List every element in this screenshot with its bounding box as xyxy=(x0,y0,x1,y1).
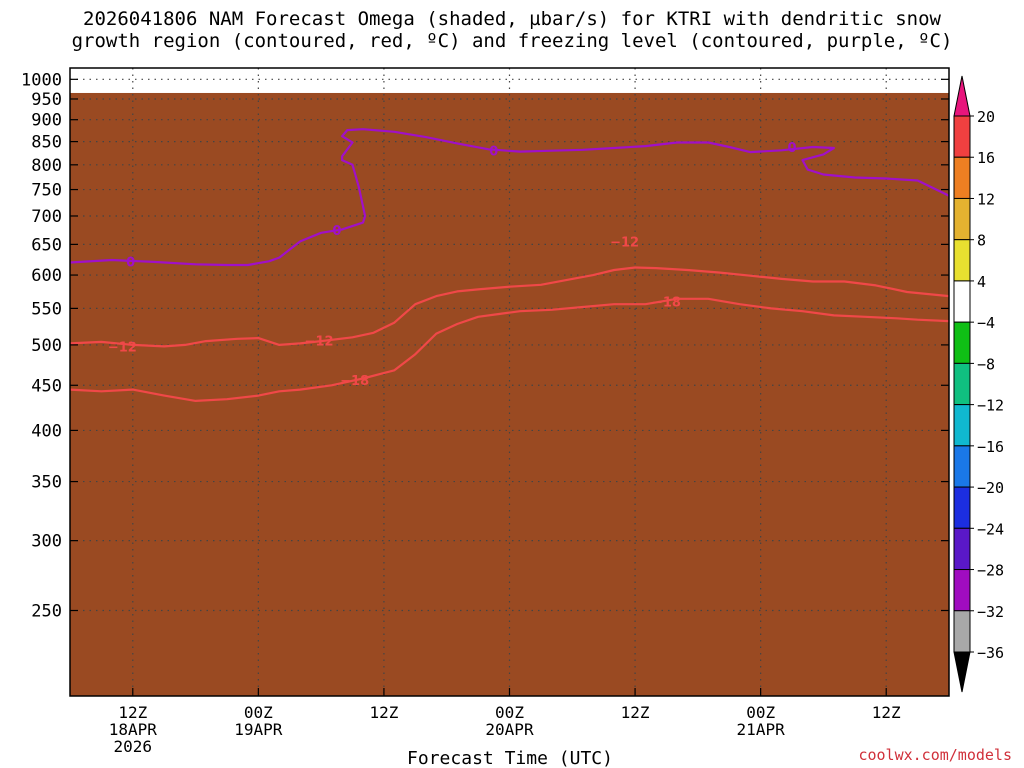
colorbar-box-5 xyxy=(953,321,971,364)
colorbar-box-8 xyxy=(953,445,971,488)
x-tick-label-6-2: 2026 xyxy=(114,737,153,756)
y-tick-label-700: 700 xyxy=(31,207,62,227)
colorbar-box-10 xyxy=(953,527,971,571)
y-tick-label-850: 850 xyxy=(31,133,62,153)
y-tick-label-600: 600 xyxy=(31,266,62,286)
y-tick-label-350: 350 xyxy=(31,473,62,493)
gridlines xyxy=(70,68,949,696)
x-tick-label-18-1: 19APR xyxy=(234,720,283,739)
colorbar-box-0 xyxy=(953,115,971,158)
y-tick-label-650: 650 xyxy=(31,235,62,255)
y-tick-label-1000: 1000 xyxy=(21,70,62,90)
contour-label-4: −12 xyxy=(610,235,639,250)
x-tick-label-78-0: 12Z xyxy=(872,703,901,722)
colorbar-label-11: −28 xyxy=(977,562,1004,580)
colorbar-label-4: 4 xyxy=(977,273,986,291)
y-tick-label-450: 450 xyxy=(31,376,62,396)
colorbar-label-12: −32 xyxy=(977,603,1004,621)
x-tick-label-66-1: 21APR xyxy=(737,720,786,739)
colorbar-label-6: −8 xyxy=(977,355,995,373)
contour-0C xyxy=(70,128,949,267)
source-watermark: coolwx.com/models xyxy=(858,746,1012,764)
colorbar-top-arrow xyxy=(953,75,971,117)
colorbar-label-5: −4 xyxy=(977,314,995,332)
axes: 2503003504004505005506006507007508008509… xyxy=(21,70,949,756)
colorbar-box-11 xyxy=(953,569,971,612)
x-tick-label-18-0: 00Z xyxy=(244,703,273,722)
contour--18C xyxy=(70,297,949,402)
colorbar-box-7 xyxy=(953,404,971,447)
contour-label-1: −18 xyxy=(652,295,681,310)
contour-label-8: 0 xyxy=(788,141,797,156)
colorbar-box-1 xyxy=(953,156,971,199)
x-tick-label-42-0: 00Z xyxy=(495,703,524,722)
x-tick-label-66-0: 00Z xyxy=(746,703,775,722)
y-tick-label-950: 950 xyxy=(31,90,62,110)
title-line-2: growth region (contoured, red, ºC) and f… xyxy=(71,30,953,52)
x-axis-label: Forecast Time (UTC) xyxy=(407,748,613,768)
contour-label-3: −12 xyxy=(305,334,334,349)
y-tick-label-300: 300 xyxy=(31,532,62,552)
colorbar-bottom-arrow xyxy=(953,651,971,693)
colorbar-label-10: −24 xyxy=(977,520,1004,538)
colorbar-label-7: −12 xyxy=(977,397,1004,415)
colorbar-box-9 xyxy=(953,486,971,529)
x-tick-label-6-0: 12Z xyxy=(118,703,147,722)
contour-label-6: 0 xyxy=(332,224,341,239)
colorbar-box-6 xyxy=(953,362,971,406)
contour-label-5: 0 xyxy=(126,255,135,270)
y-tick-label-800: 800 xyxy=(31,156,62,176)
colorbar: 20 16 12 8 4 −4 −8 −12 −16 −20 −24 −28 −32 −36 xyxy=(953,75,1004,693)
x-tick-label-30-0: 12Z xyxy=(369,703,398,722)
contour-label-0: −18 xyxy=(340,374,369,389)
y-tick-label-550: 550 xyxy=(31,299,62,319)
x-tick-label-6-1: 18APR xyxy=(109,720,158,739)
contour-label-2: −12 xyxy=(108,340,137,355)
colorbar-label-0: 20 xyxy=(977,108,995,126)
contour-label-7: 0 xyxy=(489,145,498,160)
colorbar-box-3 xyxy=(953,239,971,282)
colorbar-box-4 xyxy=(953,280,971,323)
colorbar-label-13: −36 xyxy=(977,644,1004,662)
y-tick-label-400: 400 xyxy=(31,421,62,441)
colorbar-label-2: 12 xyxy=(977,190,995,208)
colorbar-label-3: 8 xyxy=(977,232,986,250)
chart-title: 2026041806 NAM Forecast Omega (shaded, µ… xyxy=(0,8,1024,52)
y-tick-label-750: 750 xyxy=(31,181,62,201)
colorbar-label-1: 16 xyxy=(977,149,995,167)
contour--12C xyxy=(70,266,949,348)
x-tick-label-54-0: 12Z xyxy=(621,703,650,722)
colorbar-label-9: −20 xyxy=(977,479,1004,497)
colorbar-box-2 xyxy=(953,197,971,241)
temperature-contours: −18 −18 −12 −12 −12 0 0 0 0 xyxy=(70,128,949,402)
y-tick-label-250: 250 xyxy=(31,602,62,622)
y-tick-label-900: 900 xyxy=(31,111,62,131)
x-tick-label-42-1: 20APR xyxy=(485,720,534,739)
colorbar-label-8: −16 xyxy=(977,438,1004,456)
colorbar-box-12 xyxy=(953,610,971,653)
y-tick-label-500: 500 xyxy=(31,336,62,356)
title-line-1: 2026041806 NAM Forecast Omega (shaded, µ… xyxy=(83,8,941,30)
